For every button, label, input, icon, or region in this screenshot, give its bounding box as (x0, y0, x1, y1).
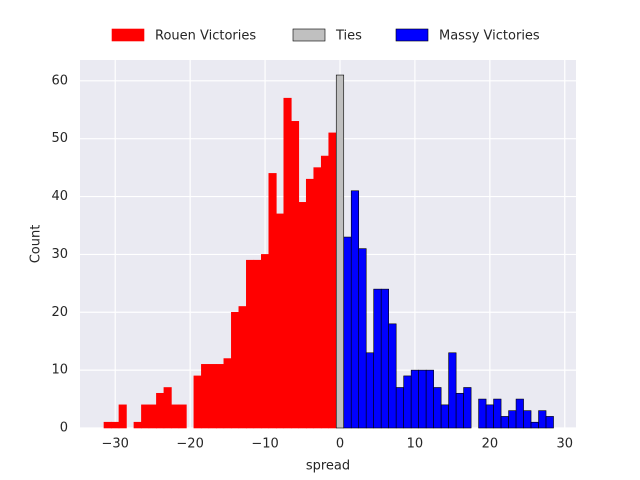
histogram-bar (493, 398, 502, 429)
histogram-bar (530, 421, 539, 429)
x-axis-label: spread (306, 459, 350, 474)
histogram-bar (178, 404, 187, 429)
histogram-bar (418, 369, 427, 429)
y-tick-label: 10 (51, 363, 68, 378)
y-tick-label: 0 (60, 421, 68, 436)
histogram-bar (111, 421, 120, 429)
histogram-bar (350, 190, 360, 429)
y-tick-label: 40 (51, 189, 68, 204)
histogram-bar (365, 352, 375, 429)
histogram-bar (163, 387, 172, 429)
x-tick-label: −20 (176, 437, 203, 452)
histogram-bar (335, 74, 345, 429)
legend-swatch (395, 28, 429, 42)
histogram-bar (141, 404, 150, 429)
histogram-bar (148, 404, 157, 429)
histogram-bar (373, 288, 382, 429)
y-tick-label: 50 (51, 131, 68, 146)
histogram-bar (268, 173, 277, 429)
histogram-bar (358, 248, 367, 429)
x-tick-label: 0 (336, 437, 344, 452)
histogram-bar (261, 254, 270, 429)
y-tick-label: 20 (51, 305, 68, 320)
histogram-bar (193, 375, 202, 429)
histogram-bar (448, 352, 457, 429)
histogram-bar (485, 404, 494, 429)
legend-swatch (111, 28, 145, 42)
histogram-bar (201, 364, 210, 429)
histogram-bar (298, 202, 307, 429)
histogram-bar (283, 97, 292, 429)
histogram-bar (290, 121, 300, 429)
y-axis-label: Count (29, 225, 44, 264)
histogram-bar (313, 167, 322, 429)
x-tick-label: 30 (556, 437, 573, 452)
histogram-bar (156, 392, 165, 429)
x-tick-label: 20 (482, 437, 499, 452)
histogram-bar (455, 392, 464, 429)
histogram-bar (103, 421, 112, 429)
x-tick-label: 10 (407, 437, 424, 452)
legend-label: Rouen Victories (155, 29, 256, 44)
histogram-bar (223, 358, 232, 429)
histogram-bar (523, 410, 532, 429)
histogram-bar (231, 311, 240, 429)
histogram-bar (500, 416, 509, 429)
histogram-bar (410, 369, 419, 429)
y-tick-label: 60 (51, 73, 68, 88)
histogram-bar (395, 387, 404, 429)
histogram-bar (403, 375, 412, 429)
histogram-bar (246, 259, 255, 429)
histogram-bar (478, 398, 487, 429)
histogram-bar (433, 387, 442, 429)
histogram-bar (463, 387, 472, 429)
histogram-bar (253, 259, 262, 429)
histogram-bar (171, 404, 180, 429)
histogram-bar (320, 155, 330, 429)
histogram-bar (388, 323, 397, 429)
legend-label: Ties (335, 29, 362, 44)
x-tick-label: −10 (251, 437, 278, 452)
histogram-bar (440, 404, 449, 429)
histogram-bar (508, 410, 517, 429)
histogram-bar (343, 236, 352, 429)
histogram-bar (133, 421, 142, 429)
histogram-bar (305, 178, 315, 429)
histogram-bar (545, 416, 554, 429)
x-tick-label: −30 (101, 437, 128, 452)
histogram-bar (216, 364, 225, 429)
histogram-bar (538, 410, 547, 429)
histogram-bar (328, 132, 337, 429)
histogram-bar (238, 306, 247, 429)
histogram-bar (118, 404, 127, 429)
legend-label: Massy Victories (439, 29, 540, 44)
legend-swatch (292, 28, 326, 42)
y-tick-label: 30 (51, 247, 68, 262)
histogram-bar (515, 398, 524, 429)
histogram-bar (425, 369, 434, 429)
histogram-bar (276, 213, 285, 429)
histogram-bar (380, 288, 389, 429)
histogram-bar (208, 364, 217, 429)
